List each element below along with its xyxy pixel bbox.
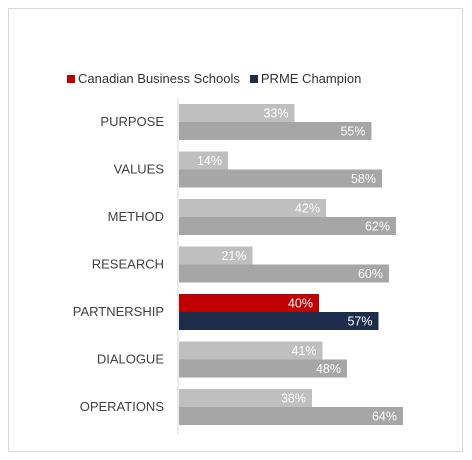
bar-canadian-business-schools-values — [179, 151, 228, 170]
data-label-prme-champion-method: 62% — [365, 220, 390, 234]
data-label-canadian-business-schools-dialogue: 41% — [291, 344, 316, 358]
legend: Canadian Business Schools PRME Champion — [67, 71, 361, 86]
bar-canadian-business-schools-method — [179, 199, 326, 217]
bar-canadian-business-schools-operations — [179, 389, 312, 407]
category-label-values: VALUES — [114, 162, 165, 177]
category-label-method: METHOD — [108, 209, 164, 224]
bar-prme-champion-partnership — [179, 312, 379, 330]
bar-canadian-business-schools-research — [179, 246, 253, 265]
data-label-prme-champion-purpose: 55% — [340, 125, 365, 139]
category-label-partnership: PARTNERSHIP — [73, 304, 164, 319]
bar-prme-champion-operations — [179, 407, 403, 425]
data-label-prme-champion-dialogue: 48% — [316, 362, 341, 376]
data-label-canadian-business-schools-method: 42% — [295, 202, 320, 216]
bar-prme-champion-method — [179, 217, 396, 235]
category-label-dialogue: DIALOGUE — [97, 352, 165, 367]
data-label-prme-champion-partnership: 57% — [347, 315, 372, 329]
category-label-operations: OPERATIONS — [80, 399, 165, 414]
data-label-canadian-business-schools-purpose: 33% — [263, 107, 288, 121]
data-label-prme-champion-research: 60% — [358, 267, 383, 281]
bar-prme-champion-research — [179, 264, 389, 283]
data-label-canadian-business-schools-research: 21% — [221, 249, 246, 263]
legend-swatch-prme-champion — [249, 74, 258, 83]
data-label-canadian-business-schools-partnership: 40% — [288, 297, 313, 311]
bar-prme-champion-purpose — [179, 122, 372, 140]
category-label-purpose: PURPOSE — [100, 114, 164, 129]
data-label-prme-champion-values: 58% — [351, 172, 376, 186]
legend-label-prme-champion: PRME Champion — [260, 71, 362, 86]
bar-canadian-business-schools-dialogue — [179, 341, 323, 360]
legend-swatch-canadian-business-schools — [67, 74, 75, 83]
bar-canadian-business-schools-partnership — [179, 294, 319, 312]
category-label-research: RESEARCH — [92, 257, 164, 272]
bar-canadian-business-schools-purpose — [179, 104, 295, 122]
data-label-canadian-business-schools-values: 14% — [197, 154, 222, 168]
data-label-prme-champion-operations: 64% — [372, 410, 397, 424]
legend-item-canadian-business-schools: Canadian Business Schools — [67, 71, 240, 86]
data-label-canadian-business-schools-operations: 38% — [281, 392, 306, 406]
bar-prme-champion-dialogue — [179, 359, 347, 378]
legend-label-canadian-business-schools: Canadian Business Schools — [78, 71, 240, 86]
legend-item-prme-champion: PRME Champion — [249, 71, 362, 86]
bar-prme-champion-values — [179, 169, 382, 188]
